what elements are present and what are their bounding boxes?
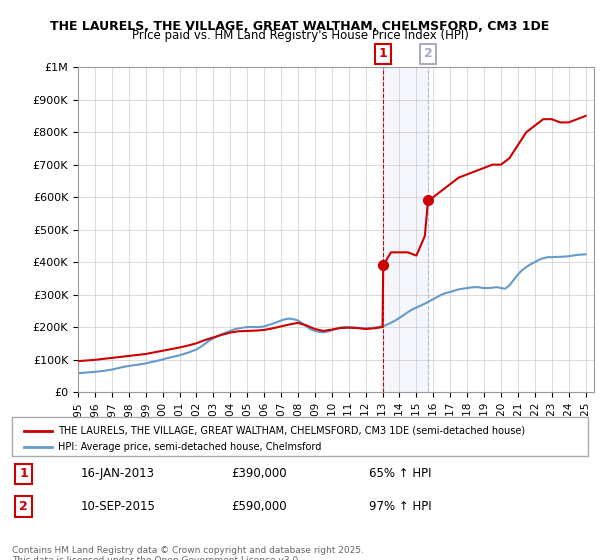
Text: HPI: Average price, semi-detached house, Chelmsford: HPI: Average price, semi-detached house,… (58, 442, 322, 451)
Text: THE LAURELS, THE VILLAGE, GREAT WALTHAM, CHELMSFORD, CM3 1DE (semi-detached hous: THE LAURELS, THE VILLAGE, GREAT WALTHAM,… (58, 426, 525, 436)
Bar (383, 67, 428, 392)
Text: 1: 1 (379, 47, 388, 60)
Text: Price paid vs. HM Land Registry's House Price Index (HPI): Price paid vs. HM Land Registry's House … (131, 29, 469, 42)
Text: £390,000: £390,000 (231, 467, 287, 480)
Text: 2: 2 (19, 500, 28, 513)
Text: 65% ↑ HPI: 65% ↑ HPI (369, 467, 431, 480)
Text: 2: 2 (424, 47, 433, 60)
Text: £590,000: £590,000 (231, 500, 287, 513)
FancyBboxPatch shape (12, 417, 588, 456)
Text: 16-JAN-2013: 16-JAN-2013 (81, 467, 155, 480)
Text: 10-SEP-2015: 10-SEP-2015 (81, 500, 156, 513)
Text: Contains HM Land Registry data © Crown copyright and database right 2025.
This d: Contains HM Land Registry data © Crown c… (12, 546, 364, 560)
Text: THE LAURELS, THE VILLAGE, GREAT WALTHAM, CHELMSFORD, CM3 1DE: THE LAURELS, THE VILLAGE, GREAT WALTHAM,… (50, 20, 550, 32)
Text: 1: 1 (19, 467, 28, 480)
Text: 97% ↑ HPI: 97% ↑ HPI (369, 500, 432, 513)
